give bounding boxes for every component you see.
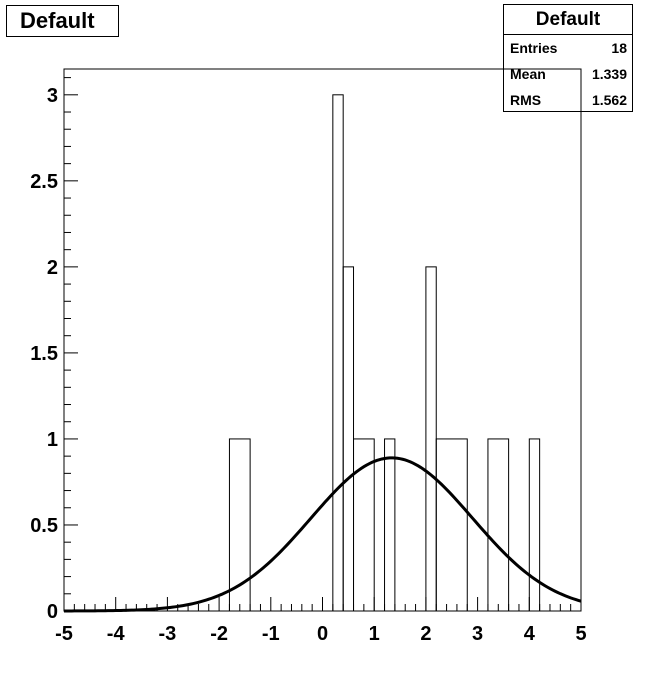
y-tick-label: 2 [47,257,58,279]
x-tick-label: -1 [262,623,280,645]
histogram-bin [425,266,437,612]
y-tick-label: 0 [47,601,58,623]
gaussian-fit-curve [63,456,582,613]
y-tick-label: 1 [47,429,58,451]
stats-value-rms: 1.562 [591,92,627,108]
axis-ticks [63,77,582,612]
x-tick-label: 4 [524,623,536,645]
y-tick-label: 1.5 [30,343,58,365]
histogram-bin [487,438,510,612]
x-tick-label: 2 [420,623,431,645]
histogram-bin [528,438,541,612]
histogram-bin [228,438,251,612]
x-tick-label: -4 [107,623,126,645]
stats-value-entries: 18 [611,40,627,56]
stats-title: Default [504,5,632,35]
stats-label-mean: Mean [510,66,546,82]
stats-row-entries: Entries 18 [504,35,632,61]
histogram-bin [332,94,344,612]
x-tick-label: -2 [210,623,228,645]
x-tick-label: 1 [369,623,380,645]
histogram-bin [342,266,355,612]
histogram-title: Default [6,5,119,37]
x-tick-label: 3 [472,623,483,645]
x-tick-label: 0 [317,623,328,645]
histogram-bin [353,438,375,612]
y-tick-label: 3 [47,85,58,107]
tick-labels: -5 -4 -3 -2 -1 0 1 2 3 4 5 0 0.5 1 1.5 2 2.5 3 [30,85,586,645]
stats-label-rms: RMS [510,92,542,108]
x-tick-label: -3 [159,623,177,645]
histogram-bins [228,94,541,612]
stats-row-rms: RMS 1.562 [504,87,632,113]
y-tick-label: 2.5 [30,171,58,193]
x-tick-label: -5 [55,623,73,645]
y-tick-label: 0.5 [30,515,58,537]
histogram-bin [384,438,396,612]
stats-box: Default Entries 18 Mean 1.339 RMS 1.562 [503,4,633,112]
x-tick-label: 5 [575,623,586,645]
stats-row-mean: Mean 1.339 [504,61,632,87]
stats-value-mean: 1.339 [591,66,627,82]
stats-label-entries: Entries [510,40,558,56]
histogram-bin [435,438,468,612]
plot-frame [63,68,582,612]
